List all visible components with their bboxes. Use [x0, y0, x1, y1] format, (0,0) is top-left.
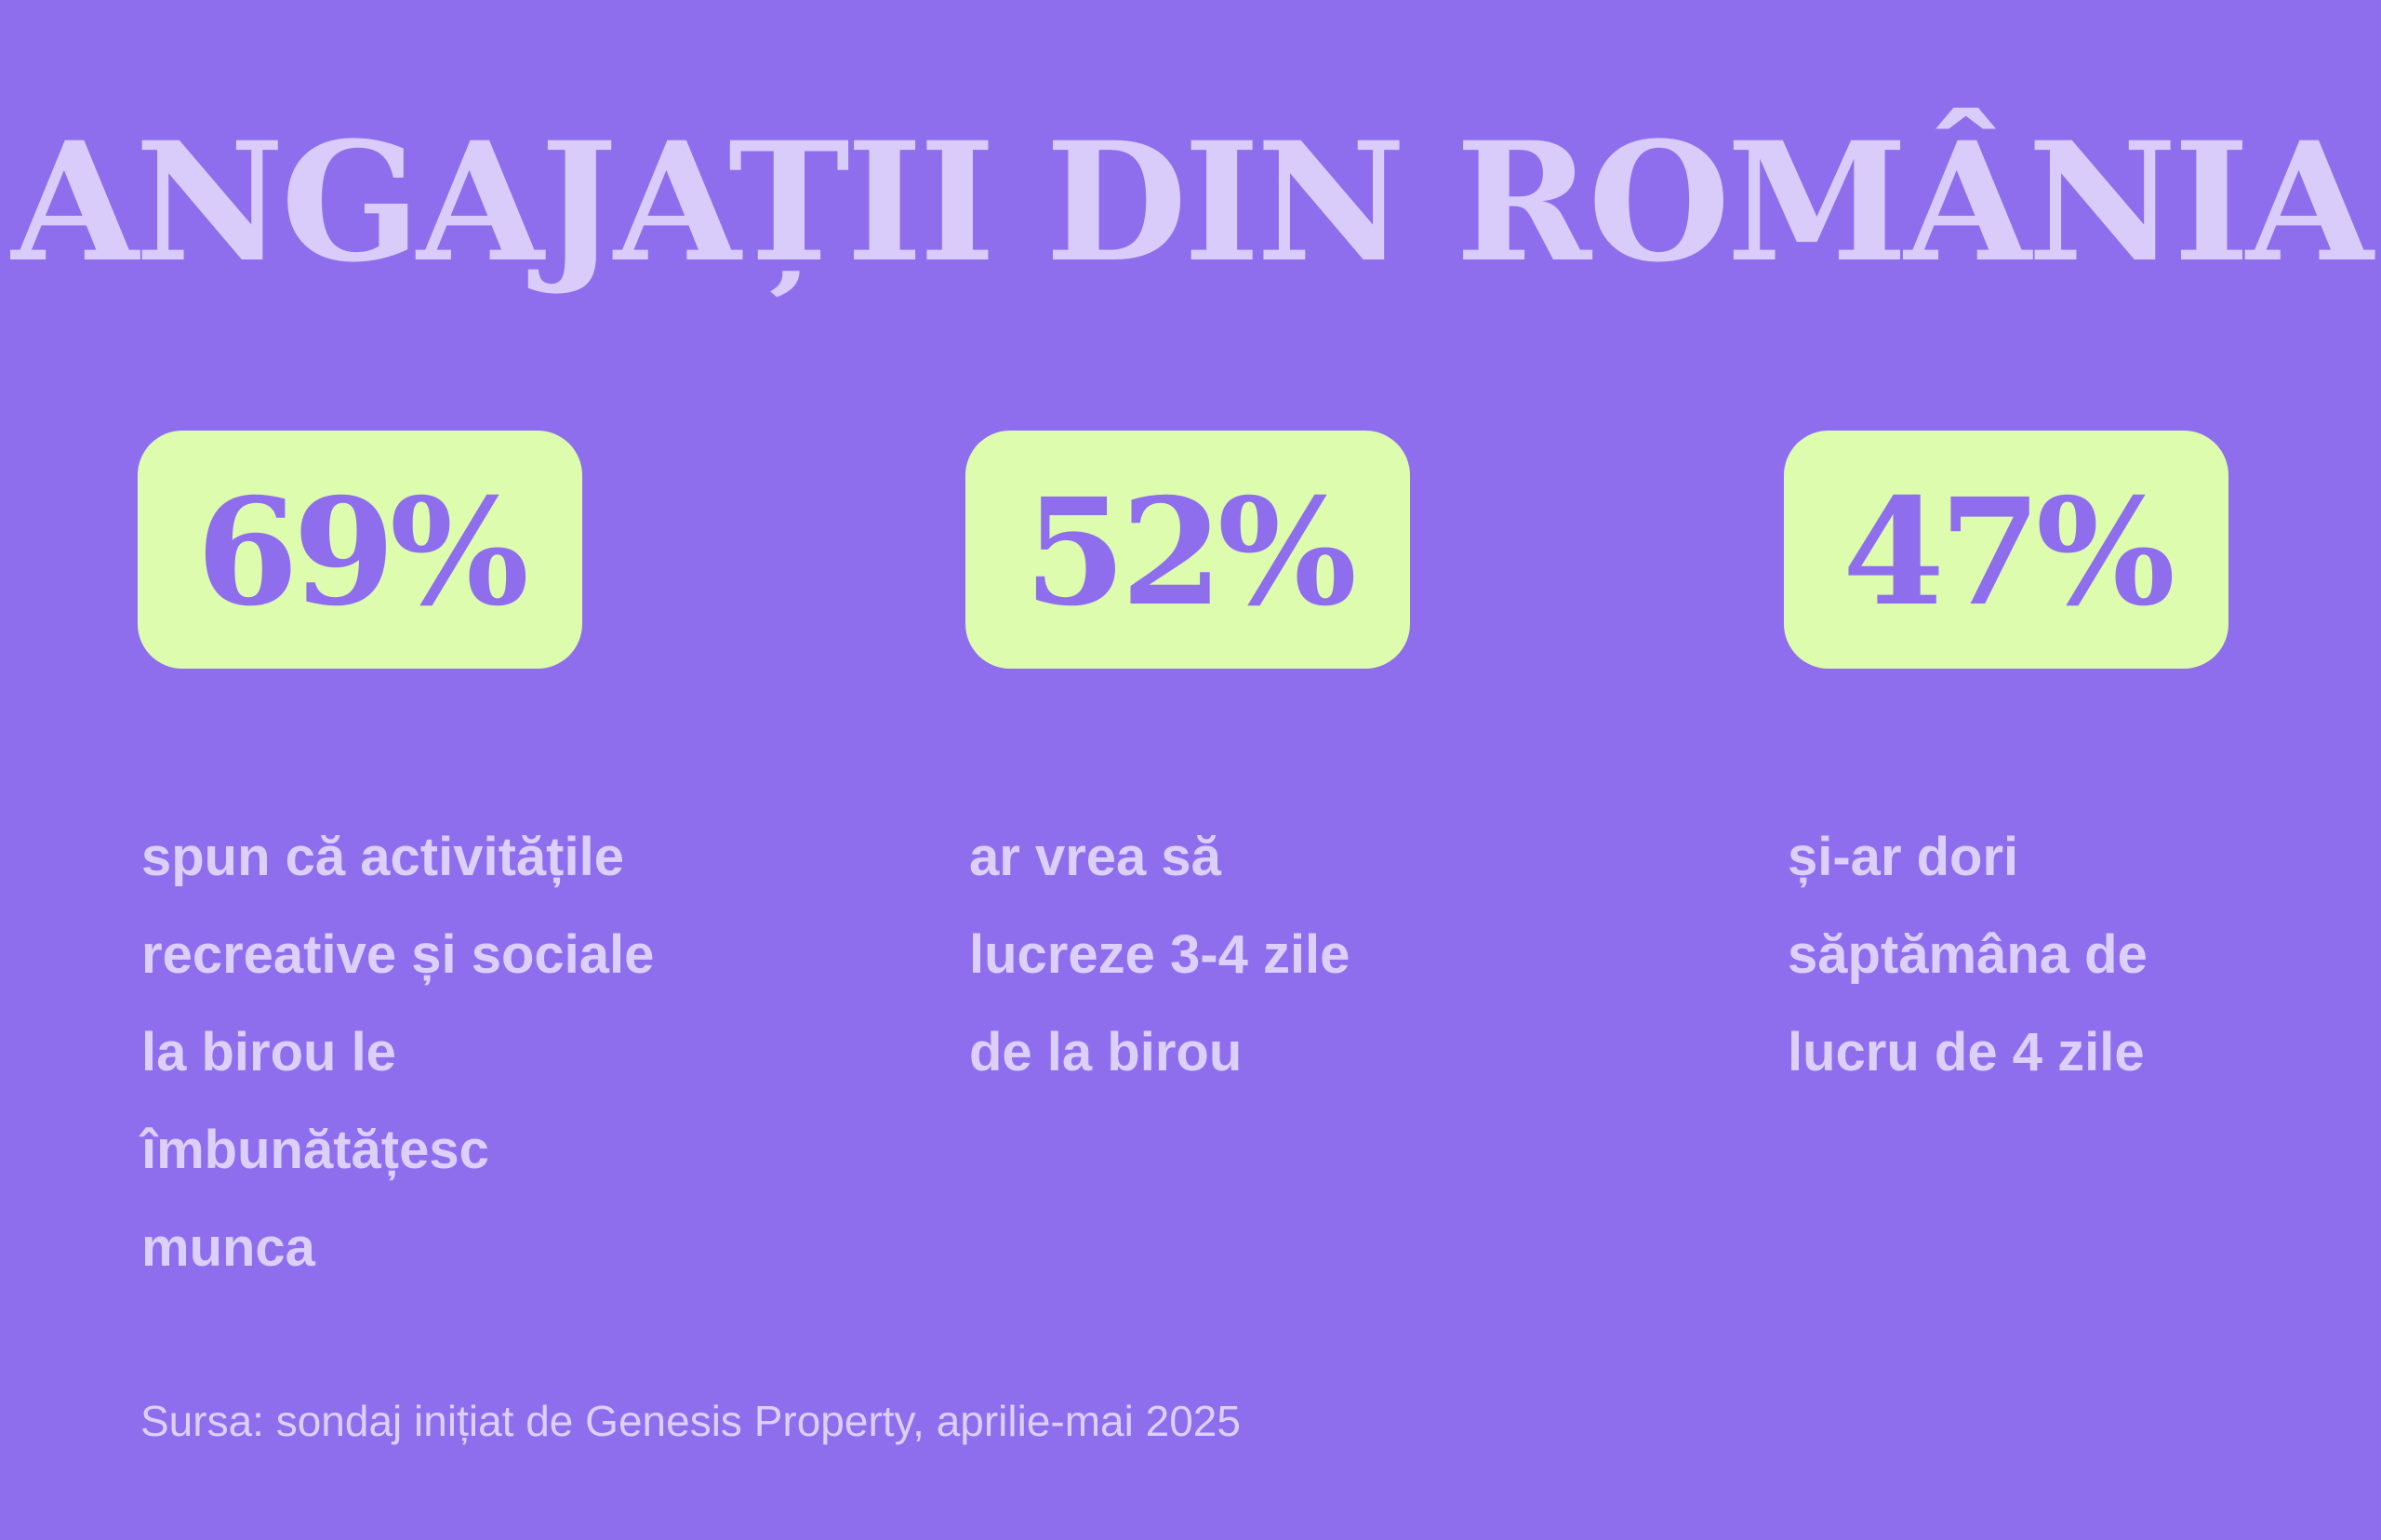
- stat-description: ar vrea să lucreze 3-4 zile de la birou: [965, 808, 1602, 1101]
- stat-description-line: îmbunătățesc: [141, 1120, 489, 1180]
- stat-description-line: lucru de 4 zile: [1788, 1022, 2145, 1082]
- page-title: ANGAJAȚII DIN ROMÂNIA: [11, 106, 2373, 299]
- stat-description-line: ar vrea să: [969, 827, 1221, 887]
- stat-value-badge: 47%: [1784, 431, 2228, 669]
- stat-description-line: la birou le: [141, 1022, 396, 1082]
- stat-description-line: de la birou: [969, 1022, 1243, 1082]
- stat-description-line: recreative și sociale: [141, 924, 655, 985]
- stat-description: spun că activitățile recreative și socia…: [138, 808, 774, 1296]
- stat-description-line: lucreze 3-4 zile: [969, 924, 1350, 985]
- stat-description-line: munca: [141, 1217, 315, 1278]
- stat-card-3: 47% și-ar dori săptămâna de lucru de 4 z…: [1784, 431, 2381, 1101]
- stat-card-1: 69% spun că activitățile recreative și s…: [138, 431, 789, 1296]
- stat-description: și-ar dori săptămâna de lucru de 4 zile: [1784, 808, 2381, 1101]
- stat-description-line: spun că activitățile: [141, 827, 624, 887]
- stat-card-2: 52% ar vrea să lucreze 3-4 zile de la bi…: [965, 431, 1616, 1101]
- stat-value: 52%: [1023, 467, 1357, 639]
- stat-value-badge: 52%: [965, 431, 1410, 669]
- stat-description-line: săptămâna de: [1788, 924, 2148, 985]
- stat-value: 69%: [195, 467, 529, 639]
- source-note: Sursa: sondaj inițiat de Genesis Propert…: [140, 1397, 1241, 1445]
- stat-value-badge: 69%: [138, 431, 582, 669]
- stat-description-line: și-ar dori: [1788, 827, 2019, 887]
- stat-value: 47%: [1842, 467, 2175, 639]
